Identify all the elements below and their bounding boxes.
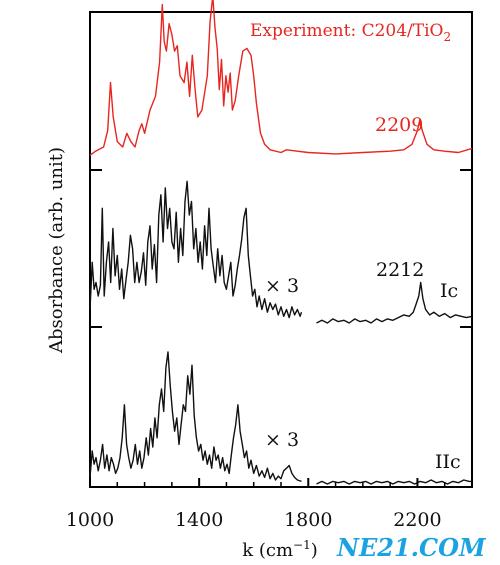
series-line-experiment (89, 0, 473, 156)
iic-series-label: IIc (435, 451, 461, 473)
x-tick-label: 1000 (66, 509, 114, 531)
experiment-peak-label: 2209 (375, 114, 423, 136)
x-axis-label: k (cm−1) (242, 538, 318, 561)
x-tick-label: 1400 (175, 509, 223, 531)
x-tick-label: 2200 (393, 509, 441, 531)
series-line-ic (89, 180, 473, 324)
x-tick-label: 1800 (284, 509, 332, 531)
ic-peak-label: 2212 (376, 259, 424, 281)
x-axis: 1000 1400 1800 2200 (66, 478, 446, 531)
iic-scale-note: × 3 (265, 429, 299, 451)
experiment-label: Experiment: C204/TiO2 (250, 21, 451, 44)
ic-series-label: Ic (440, 280, 458, 302)
series-layer (89, 0, 473, 485)
y-axis-label: Absorbance (arb. unit) (46, 147, 67, 354)
series-line-iic (89, 351, 472, 485)
ic-scale-note: × 3 (265, 275, 299, 297)
watermark-logo: NE21.COM (336, 533, 487, 562)
